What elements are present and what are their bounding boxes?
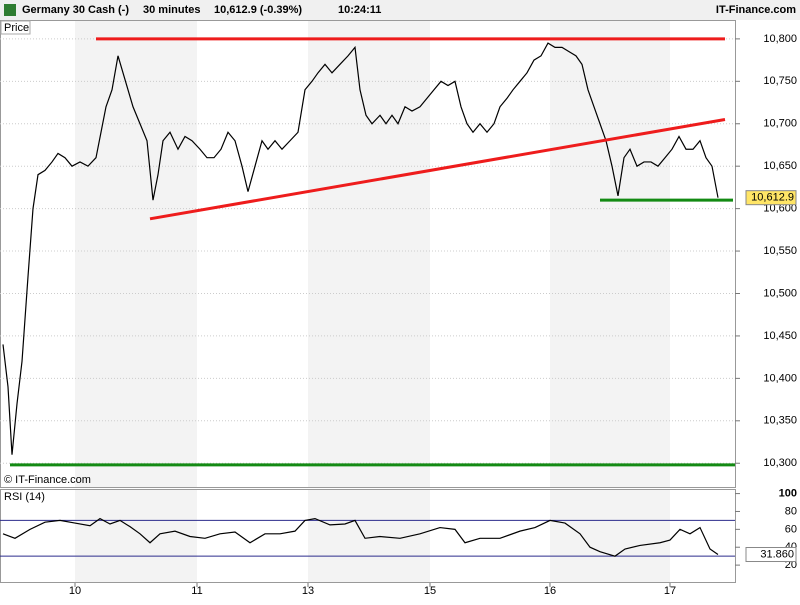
y-tick-label: 10,750 bbox=[763, 75, 797, 87]
day-band bbox=[75, 490, 197, 583]
title-box bbox=[0, 20, 31, 35]
y-tick-label: 10,500 bbox=[763, 287, 797, 299]
y-tick-label: 10,300 bbox=[763, 457, 797, 469]
series-line bbox=[2, 517, 719, 557]
copyright: © IT-Finance.com bbox=[4, 474, 91, 486]
current-value-label: 31.860 bbox=[760, 548, 794, 560]
price-frame bbox=[0, 20, 736, 488]
y-tick-label: 10,550 bbox=[763, 245, 797, 257]
y-tick-label: 10,450 bbox=[763, 330, 797, 342]
current-value-label: 10,612.9 bbox=[751, 192, 794, 204]
y-tick-label: 10,800 bbox=[763, 33, 797, 45]
x-tick-label: 13 bbox=[302, 585, 314, 597]
y-tick-label: 10,650 bbox=[763, 160, 797, 172]
y-tick-label: 60 bbox=[785, 523, 797, 535]
day-band bbox=[550, 490, 670, 583]
x-tick-label: 17 bbox=[664, 585, 676, 597]
y-tick-label: 10,400 bbox=[763, 372, 797, 384]
rsi-frame bbox=[0, 489, 736, 583]
y-tick-label: 10,600 bbox=[763, 203, 797, 215]
time: 10:24:11 bbox=[338, 4, 381, 16]
y-tick-label: 20 bbox=[785, 559, 797, 571]
day-band bbox=[75, 21, 197, 488]
y-tick-label: 100 bbox=[779, 487, 797, 499]
day-band bbox=[308, 490, 430, 583]
y-tick-label: 10,350 bbox=[763, 415, 797, 427]
x-tick-label: 15 bbox=[424, 585, 436, 597]
x-tick-label: 10 bbox=[69, 585, 81, 597]
logo-icon bbox=[4, 4, 16, 16]
rsi-title: RSI (14) bbox=[4, 491, 45, 503]
x-tick-label: 11 bbox=[191, 585, 202, 597]
day-band bbox=[550, 21, 670, 488]
day-band bbox=[308, 21, 430, 488]
instrument: Germany 30 Cash (-) bbox=[22, 4, 129, 16]
trend-line bbox=[149, 118, 726, 221]
series-line bbox=[2, 42, 719, 455]
current-value-box bbox=[745, 547, 797, 563]
price-title: Price bbox=[4, 22, 29, 34]
y-tick-label: 10,700 bbox=[763, 118, 797, 130]
header-bar bbox=[0, 0, 800, 20]
current-value-box bbox=[745, 190, 797, 206]
x-tick-label: 16 bbox=[544, 585, 556, 597]
y-tick-label: 80 bbox=[785, 505, 797, 517]
quote: 10,612.9 (-0.39%) bbox=[214, 4, 302, 16]
interval: 30 minutes bbox=[143, 4, 200, 16]
brand: IT-Finance.com bbox=[716, 4, 796, 16]
